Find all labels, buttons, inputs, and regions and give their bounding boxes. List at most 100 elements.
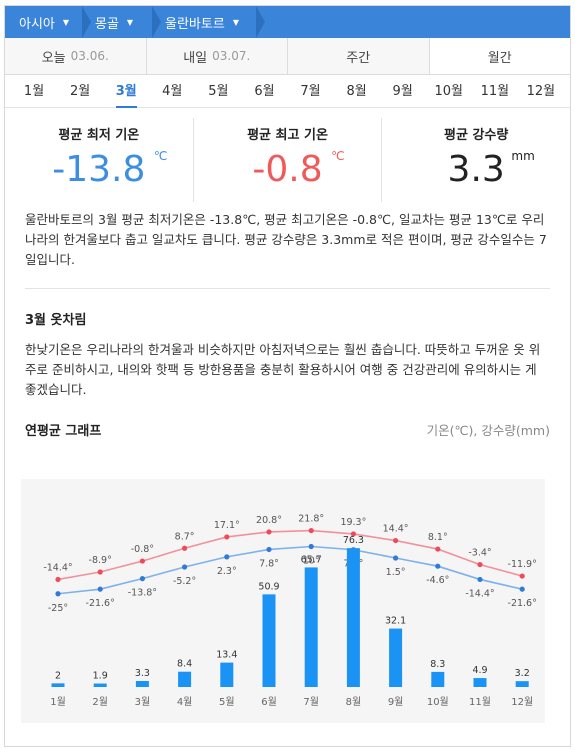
max-temp-point	[350, 531, 356, 537]
period-tabs: 오늘 03.06. 내일 03.07. 주간 월간	[5, 38, 570, 75]
min-temp-label: -13.8°	[128, 588, 157, 599]
breadcrumb-continent[interactable]: 아시아 ▼	[5, 6, 91, 38]
max-temp-label: 21.8°	[298, 514, 324, 525]
tab-month-label: 9월	[392, 83, 413, 99]
min-temp-point	[393, 555, 399, 561]
max-temp-point	[393, 537, 399, 544]
tab-monthly[interactable]: 월간	[429, 38, 570, 74]
tab-month-label: 8월	[346, 83, 367, 99]
min-temp-label: -25°	[48, 603, 68, 614]
precip-bar	[389, 628, 403, 687]
precip-label: 8.3	[430, 659, 445, 670]
min-temp-label: -5.2°	[173, 576, 196, 587]
min-temp-point	[224, 554, 230, 560]
max-temp-point	[308, 527, 314, 534]
min-temp-point	[139, 576, 145, 582]
stat-min-temp: 평균 최저 기온 -13.8 ℃	[5, 118, 193, 202]
tab-month-9[interactable]: 9월	[380, 75, 426, 108]
breadcrumb-country-label: 몽골	[95, 16, 119, 32]
tab-month-12[interactable]: 12월	[518, 75, 564, 108]
caret-down-icon: ▼	[62, 17, 70, 27]
tab-month-label: 11월	[480, 83, 510, 99]
min-temp-label: 2.3°	[217, 566, 237, 577]
min-temp-point	[55, 591, 61, 597]
precip-bar	[178, 671, 192, 687]
precip-bar	[220, 662, 234, 687]
max-temp-label: -0.8°	[131, 544, 154, 555]
caret-down-icon: ▼	[126, 17, 134, 27]
tab-month-label: 3월	[115, 78, 137, 108]
x-tick-label: 9월	[388, 696, 404, 708]
stat-min-number: -13.8	[52, 149, 146, 190]
tab-month-1[interactable]: 1월	[11, 75, 57, 108]
min-temp-point	[97, 586, 103, 592]
min-temp-label: 10°	[303, 556, 320, 567]
annual-chart-svg: -14.4° -8.9° -0.8° 8.7° 17.1° 20.8° 21.8° 19.3°…	[43, 514, 537, 708]
clothing-text: 한낮기온은 우리나라의 한겨울과 비슷하지만 아침저녁으로는 훨씬 춥습니다. …	[25, 342, 541, 397]
tab-tomorrow-date: 03.07.	[212, 49, 251, 63]
breadcrumb-city[interactable]: 울란바토르 ▼	[151, 6, 265, 38]
breadcrumb: 아시아 ▼ 몽골 ▼ 울란바토르 ▼	[5, 6, 570, 38]
breadcrumb-country[interactable]: 몽골 ▼	[81, 6, 161, 38]
tab-tomorrow[interactable]: 내일 03.07.	[146, 38, 288, 74]
max-temp-point	[97, 569, 103, 575]
min-temp-point	[477, 576, 483, 583]
tab-today[interactable]: 오늘 03.06.	[5, 38, 147, 74]
max-temp-point	[435, 546, 441, 552]
max-temp-point	[224, 534, 230, 540]
max-temp-label: -11.9°	[508, 559, 537, 570]
tab-month-6[interactable]: 6월	[241, 75, 287, 108]
precip-label: 2	[55, 670, 61, 681]
precip-bar	[473, 678, 487, 687]
x-tick-label: 10월	[427, 696, 449, 708]
min-temp-point	[182, 564, 188, 570]
month-tabs: 1월 2월 3월 4월 5월 6월 7월 8월 9월 10월 11월 12월	[5, 75, 570, 108]
precip-label: 8.4	[177, 659, 192, 670]
stat-max-temp: 평균 최고 기온 -0.8 ℃	[192, 118, 382, 202]
max-temp-label: 8.1°	[428, 532, 448, 543]
stat-precip-value: 3.3 mm	[448, 149, 535, 190]
annual-graph: -14.4° -8.9° -0.8° 8.7° 17.1° 20.8° 21.8° 19.3°…	[21, 479, 545, 723]
precip-bar	[515, 681, 529, 687]
stat-max-unit: ℃	[331, 149, 345, 163]
precip-label: 4.9	[472, 665, 487, 676]
min-temp-point	[435, 563, 441, 569]
tab-weekly-label: 주간	[346, 50, 371, 66]
tab-month-label: 7월	[300, 83, 321, 99]
stat-precip-label: 평균 강수량	[444, 128, 509, 143]
stat-min-unit: ℃	[153, 149, 168, 163]
graph-subtitle: 기온(℃), 강수량(mm)	[426, 423, 550, 438]
tab-month-4[interactable]: 4월	[149, 75, 195, 108]
max-temp-label: 14.4°	[383, 524, 409, 535]
tab-month-11[interactable]: 11월	[472, 75, 518, 108]
precip-label: 50.9	[258, 581, 279, 592]
precip-bar	[93, 683, 107, 687]
tab-month-2[interactable]: 2월	[57, 75, 103, 108]
x-tick-label: 8월	[346, 696, 362, 708]
tab-weekly[interactable]: 주간	[288, 38, 430, 74]
min-temp-label: -21.6°	[86, 598, 115, 609]
max-temp-label: -8.9°	[89, 555, 112, 566]
x-tick-label: 1월	[50, 696, 66, 708]
tab-month-7[interactable]: 7월	[287, 75, 333, 108]
tab-month-8[interactable]: 8월	[334, 75, 380, 108]
x-tick-label: 4월	[177, 696, 193, 708]
min-temp-label: 7.8°	[259, 558, 279, 569]
breadcrumb-city-label: 울란바토르	[165, 16, 225, 32]
tab-monthly-label: 월간	[487, 50, 512, 66]
precip-label: 32.1	[385, 616, 406, 627]
x-tick-label: 3월	[135, 696, 151, 708]
summary-text: 울란바토르의 3월 평균 최저기온은 -13.8℃, 평균 최고기온은 -0.8…	[25, 212, 547, 267]
precip-label: 3.3	[135, 668, 150, 679]
tab-month-5[interactable]: 5월	[195, 75, 241, 108]
tab-today-label: 오늘	[41, 50, 66, 66]
x-tick-label: 5월	[219, 696, 235, 708]
precip-bar	[431, 671, 445, 687]
max-temp-point	[182, 545, 188, 551]
tab-month-label: 2월	[70, 83, 91, 99]
min-temp-label: 1.5°	[386, 567, 406, 578]
tab-month-3[interactable]: 3월	[103, 75, 149, 108]
max-temp-label: -14.4°	[43, 562, 72, 573]
tab-month-10[interactable]: 10월	[426, 75, 472, 108]
tab-tomorrow-label: 내일	[183, 50, 208, 66]
